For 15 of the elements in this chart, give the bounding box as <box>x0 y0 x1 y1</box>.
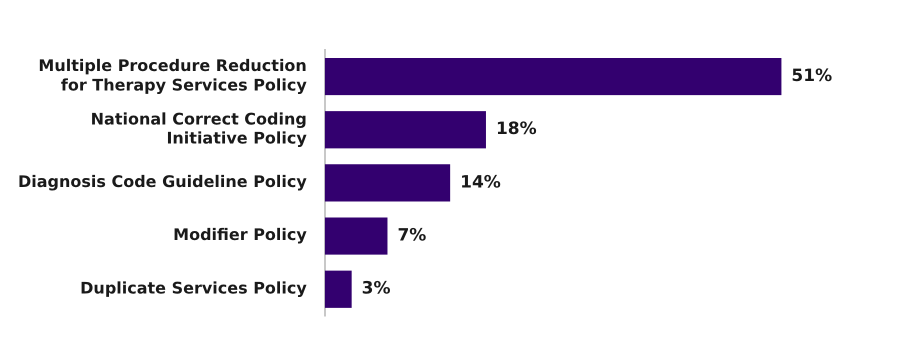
y-tick-label: Multiple Procedure Reduction for Therapy Services Policy <box>38 56 308 94</box>
bar <box>324 111 486 148</box>
bar <box>324 164 450 202</box>
y-tick-label: Modifier Policy <box>173 225 308 244</box>
data-label: 51% <box>791 66 832 86</box>
data-label: 14% <box>460 172 501 192</box>
y-tick-label: Duplicate Services Policy <box>80 278 308 298</box>
y-tick-label: Diagnosis Code Guideline Policy <box>18 172 308 192</box>
data-label: 3% <box>362 278 391 299</box>
y-tick-label: National Correct Coding Initiative Policy <box>90 109 308 148</box>
data-label: 18% <box>496 119 537 140</box>
bar <box>324 270 352 308</box>
bar <box>324 58 782 96</box>
bar <box>324 217 388 255</box>
data-label: 7% <box>397 225 426 246</box>
